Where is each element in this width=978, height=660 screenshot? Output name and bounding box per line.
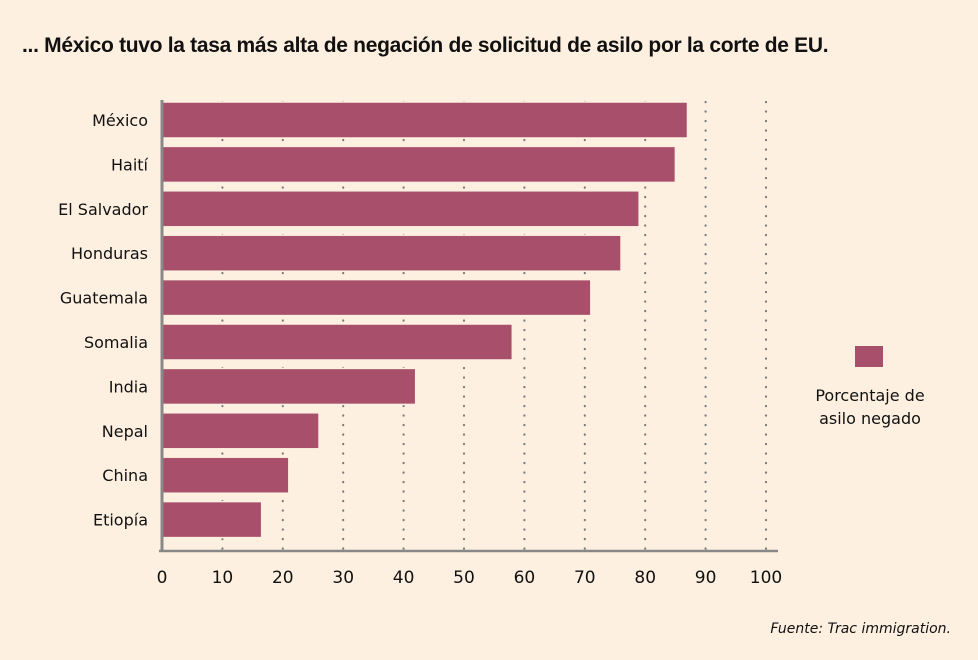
bar-china bbox=[161, 456, 290, 494]
legend-label-line1: Porcentaje de bbox=[815, 386, 925, 405]
category-label: Guatemala bbox=[60, 289, 148, 308]
category-label: México bbox=[92, 111, 148, 130]
x-tick-label: 80 bbox=[634, 568, 656, 588]
x-tick-label: 50 bbox=[453, 568, 475, 588]
x-tick-label: 20 bbox=[272, 568, 294, 588]
category-label: Etiopía bbox=[93, 511, 148, 530]
x-tick-label: 70 bbox=[574, 568, 596, 588]
category-label: China bbox=[102, 466, 148, 485]
category-label: Nepal bbox=[102, 422, 148, 441]
bar-india bbox=[161, 367, 417, 406]
bar-nepal bbox=[161, 412, 320, 450]
legend-label: Porcentaje de asilo negado bbox=[800, 384, 940, 430]
x-tick-label: 0 bbox=[157, 568, 168, 588]
bar-el-salvador bbox=[161, 190, 640, 228]
bar-guatemala bbox=[161, 278, 592, 317]
category-label: Honduras bbox=[71, 244, 148, 263]
source-note: Fuente: Trac immigration. bbox=[770, 621, 951, 637]
bars bbox=[161, 101, 689, 539]
x-tick-labels: 0 10 20 30 40 50 60 70 80 90 100 bbox=[157, 568, 783, 588]
x-tick-label: 90 bbox=[695, 568, 717, 588]
category-label: El Salvador bbox=[58, 200, 148, 219]
category-labels: México Haití El Salvador Honduras Guatemala S… bbox=[58, 111, 148, 530]
x-tick-label: 10 bbox=[212, 568, 234, 588]
bar-somalia bbox=[161, 323, 514, 361]
category-label: Somalia bbox=[84, 333, 148, 352]
x-tick-label: 40 bbox=[393, 568, 415, 588]
bar-honduras bbox=[161, 234, 622, 272]
legend-swatch bbox=[855, 346, 883, 367]
category-label: Haití bbox=[111, 155, 149, 174]
x-tick-label: 60 bbox=[514, 568, 536, 588]
x-tick-label: 100 bbox=[750, 568, 782, 588]
legend-label-line2: asilo negado bbox=[819, 409, 921, 428]
category-label: India bbox=[109, 377, 148, 396]
bar-etiopía bbox=[161, 500, 263, 539]
axes bbox=[159, 100, 778, 553]
bar-haití bbox=[161, 145, 677, 184]
x-tick-label: 30 bbox=[332, 568, 354, 588]
bar-méxico bbox=[161, 101, 689, 139]
chart-title: ... México tuvo la tasa más alta de nega… bbox=[22, 34, 829, 57]
